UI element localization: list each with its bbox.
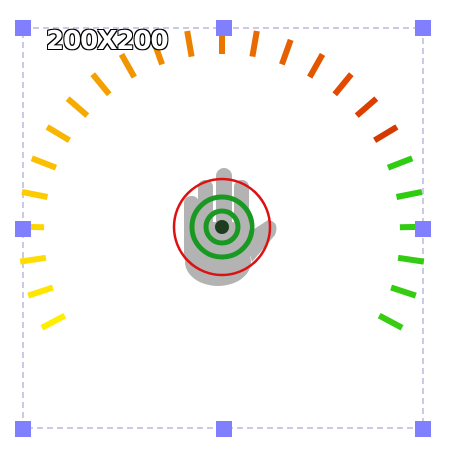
target-outer-ring [189,194,255,260]
gauge-tick [118,52,137,79]
gauge-tick [307,52,326,79]
gauge-tick [373,124,399,143]
gauge-tick [397,254,425,265]
handle-bottom-left[interactable] [15,421,31,437]
gauge-tick [390,284,417,299]
gauge-tick [184,30,195,58]
gauge-tick [21,188,49,200]
handle-top[interactable] [216,20,232,36]
gauge-tick [395,188,423,200]
gauge-tick [27,284,54,299]
handle-top-right[interactable] [415,20,431,36]
resize-handles[interactable] [15,20,431,437]
gauge-tick [354,96,379,118]
target-center-dot [215,220,229,234]
cursor-ring [172,177,272,277]
gauge-tick [279,38,294,66]
handle-bottom-right[interactable] [415,421,431,437]
handle-right[interactable] [415,221,431,237]
handle-bottom[interactable] [216,421,232,437]
grab-hand-icon [172,168,277,286]
gauge-tick [65,96,90,118]
gauge-tick [90,72,112,97]
gauge-tick [150,38,165,66]
handle-left[interactable] [15,221,31,237]
gauge-tick [45,124,71,143]
dimension-label: 200X200 [45,25,169,56]
gauge-tick [30,155,58,171]
gauge-tick [332,72,354,97]
target-inner-ring [203,208,241,246]
gauge-tick [386,155,414,171]
handle-top-left[interactable] [15,20,31,36]
gauge-tick [40,312,67,331]
gauge-tick [249,30,260,58]
gauge-tick [377,312,404,331]
gauge-tick [19,254,47,265]
